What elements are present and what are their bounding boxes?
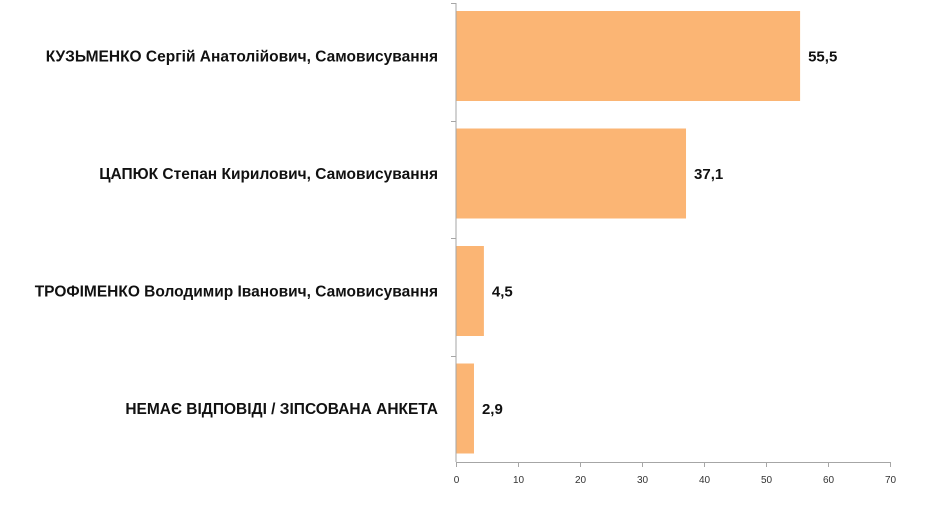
x-tick-label: 20 (575, 475, 587, 486)
category-label: НЕМАЄ ВІДПОВІДІ / ЗІПСОВАНА АНКЕТА (125, 401, 438, 418)
x-tick-label: 70 (885, 475, 897, 486)
chart-bars (456, 11, 801, 454)
x-tick-label: 10 (513, 475, 525, 486)
bar-value-label: 55,5 (808, 49, 837, 66)
chart-axes (451, 3, 891, 467)
bar (456, 128, 687, 219)
category-label: КУЗЬМЕНКО Сергій Анатолійович, Самовисув… (46, 49, 438, 66)
bar (456, 363, 474, 454)
x-tick-label: 0 (454, 475, 460, 486)
bar-value-label: 4,5 (492, 284, 513, 301)
x-tick-label: 40 (699, 475, 711, 486)
bar (456, 11, 801, 101)
bar-value-label: 2,9 (482, 401, 503, 418)
x-tick-label: 30 (637, 475, 649, 486)
bar (456, 246, 484, 336)
category-label: ТРОФІМЕНКО Володимир Іванович, Самовисув… (35, 284, 438, 301)
x-tick-label: 60 (823, 475, 835, 486)
x-tick-label: 50 (761, 475, 773, 486)
category-label: ЦАПЮК Степан Кирилович, Самовисування (99, 166, 438, 183)
bar-value-label: 37,1 (694, 166, 723, 183)
chart-labels: 0 10 20 30 40 50 60 70 55,5 КУЗЬМЕНКО Сергій Анат… (35, 49, 897, 487)
